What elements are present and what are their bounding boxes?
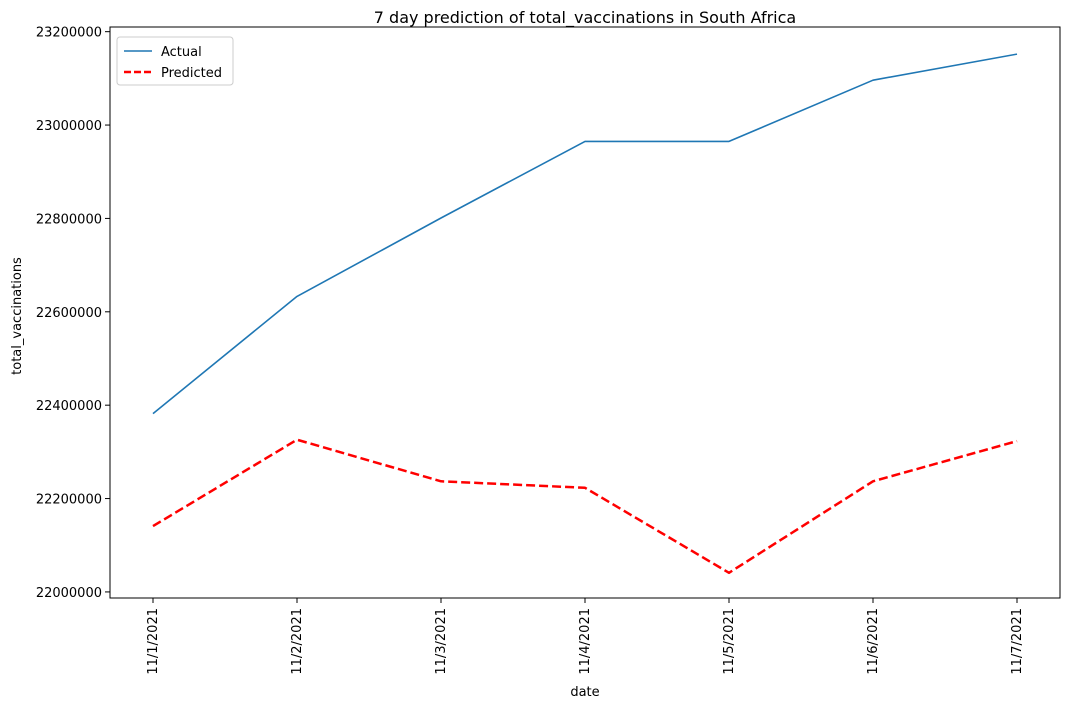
series-line-predicted [152, 438, 1018, 575]
x-tick-label: 11/6/2021 [866, 608, 881, 675]
y-tick-label: 22400000 [36, 399, 102, 414]
legend: Actual Predicted [116, 36, 234, 86]
y-tick-label: 22000000 [36, 586, 102, 601]
series-layer [152, 53, 1018, 575]
legend-label-actual: Actual [161, 45, 202, 60]
x-axis: 11/1/2021 11/2/2021 11/3/2021 11/4/2021 11/5… [146, 598, 1025, 675]
x-tick-label: 11/1/2021 [146, 608, 161, 675]
y-tick-label: 22600000 [36, 306, 102, 321]
x-tick-label: 11/7/2021 [1010, 608, 1025, 675]
y-tick-label: 22800000 [36, 212, 102, 227]
y-axis-label: total_vaccinations [10, 257, 25, 375]
y-tick-label: 22200000 [36, 493, 102, 508]
series-line-actual [152, 53, 1018, 415]
plot-frame [109, 26, 1061, 599]
x-tick-label: 11/3/2021 [434, 608, 449, 675]
x-tick-label: 11/4/2021 [578, 608, 593, 675]
y-axis: 22000000 22200000 22400000 22600000 22800000… [36, 26, 110, 601]
y-tick-label: 23000000 [36, 119, 102, 134]
x-axis-label: date [570, 685, 599, 700]
chart-title: 7 day prediction of total_vaccinations i… [374, 8, 796, 28]
x-tick-label: 11/2/2021 [290, 608, 305, 675]
x-tick-label: 11/5/2021 [722, 608, 737, 675]
y-tick-label: 23200000 [36, 26, 102, 41]
legend-label-predicted: Predicted [161, 66, 222, 81]
